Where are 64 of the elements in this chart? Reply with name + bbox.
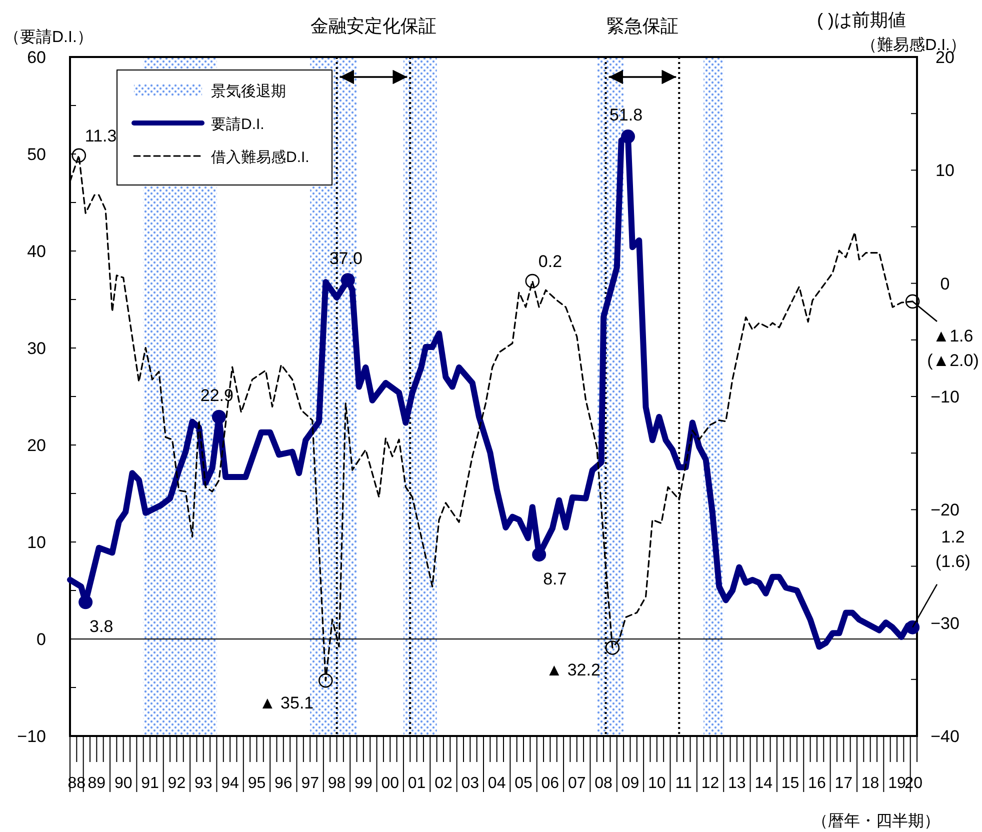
x-tick-label: 92 [168,775,186,792]
x-tick-label: 16 [808,775,826,792]
legend-label: 要請D.I. [211,116,264,133]
x-tick-label: 03 [461,775,480,792]
x-tick-label: 05 [514,775,533,792]
x-tick-label: 06 [541,775,560,792]
y-tick-label: 20 [27,436,46,455]
x-tick-label: 12 [701,775,720,792]
y2-tick-label: −40 [930,727,960,746]
x-tick-label: 00 [381,775,400,792]
x-tick-label: 01 [408,775,426,792]
x-tick-label: 04 [488,775,506,792]
data-label: 8.7 [543,570,567,589]
x-tick-label: 10 [648,775,666,792]
annotation: ▲ 32.2 [546,660,600,680]
data-label: ▲1.6 (▲2.0) [927,326,979,370]
data-label: 0.2 [538,252,562,272]
legend-label: 借入難易感D.I. [211,149,310,166]
x-tick-label: 97 [301,775,320,792]
x-tick-label: 09 [621,775,640,792]
y2-tick-label: −30 [930,614,960,633]
annotation: ▲ 35.1 [259,694,314,713]
x-tick-label: 02 [434,775,452,792]
text: ( )は前期値 [817,10,906,30]
x-tick-label: 13 [728,775,746,792]
x-tick-label: 94 [221,775,240,792]
data-label: 3.8 [90,617,114,636]
y2-tick-label: 0 [940,274,950,294]
x-axis-title: （暦年・四半期） [812,812,940,830]
x-tick-label: 96 [274,775,292,792]
data-label: 11.3 [84,126,117,146]
x-tick-label: 17 [834,775,853,792]
data-label: 1.2 (1.6) [936,527,970,572]
x-tick-label: 14 [754,775,773,792]
ref-line-label: 緊急保証 [606,16,678,36]
y-tick-label: 60 [27,48,46,67]
x-tick-label: 99 [354,775,372,792]
y-axis-title: （要請D.I.） [4,28,93,46]
y2-tick-label: −10 [930,388,960,406]
y-tick-label: −10 [17,727,46,746]
y-tick-label: 40 [27,242,46,261]
y-tick-label: 10 [27,533,46,552]
x-tick-label: 18 [861,775,880,792]
y-tick-label: 50 [27,145,46,164]
band-label: 景気後退期 [211,83,286,100]
x-tick-label: 93 [194,775,212,792]
y2-tick-label: 10 [936,161,954,180]
x-tick-label: 90 [114,775,132,792]
y-tick-label: 30 [27,339,46,358]
x-tick-label: 98 [328,775,346,792]
y2-tick-label: −20 [930,500,960,520]
x-tick-label: 07 [568,775,586,792]
data-label: 37.0 [329,249,362,268]
data-label: 51.8 [609,106,643,125]
x-tick-label: 19 [888,775,906,792]
x-tick-label: 91 [141,775,160,792]
x-tick-label: 95 [248,775,266,792]
x-tick-label: 89 [88,775,106,792]
x-tick-label: 11 [675,775,692,792]
x-tick-label: 08 [594,775,613,792]
ref-line-label: 金融安定化保証 [310,16,436,36]
x-tick-label: 15 [781,775,800,792]
data-label: 22.9 [200,386,234,405]
y-tick-label: 0 [36,630,46,649]
